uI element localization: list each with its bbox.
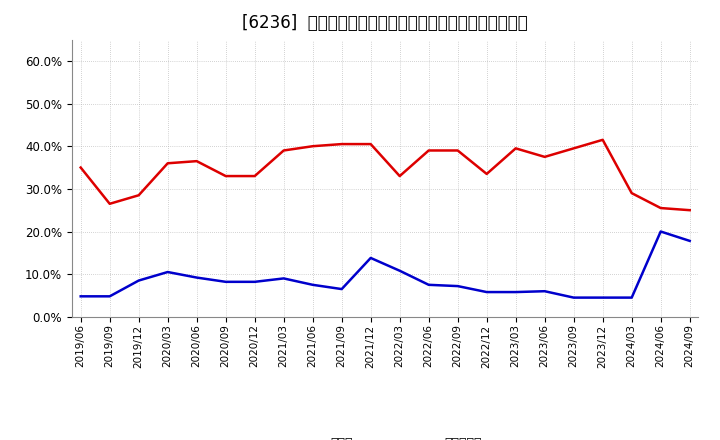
Legend: 現預金, 有利子負債: 現預金, 有利子負債 [284, 432, 487, 440]
Title: [6236]  現預金、有利子負債の総資産に対する比率の推移: [6236] 現預金、有利子負債の総資産に対する比率の推移 [243, 15, 528, 33]
